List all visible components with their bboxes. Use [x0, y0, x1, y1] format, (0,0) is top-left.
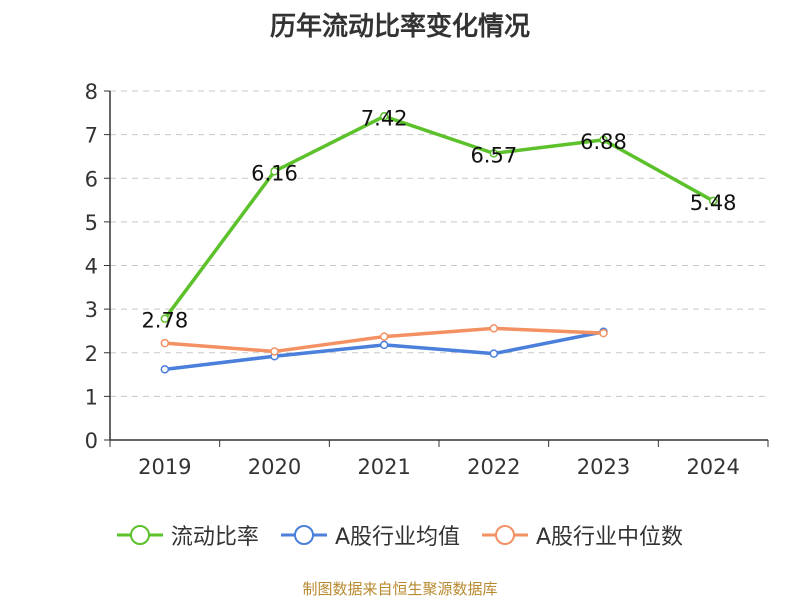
legend-item-industry-mean[interactable]: A股行业均值	[280, 519, 460, 551]
series-lines	[160, 112, 718, 374]
data-point	[489, 349, 499, 358]
y-tick-label: 1	[85, 385, 98, 409]
legend-label: 流动比率	[170, 525, 259, 550]
data-point	[599, 328, 608, 338]
data-labels: 2.78 6.16 7.42 6.57 6.88 5.48	[141, 106, 736, 332]
y-tick-label: 6	[85, 167, 98, 191]
data-label: 6.16	[251, 161, 298, 185]
legend-swatch-icon	[116, 525, 163, 545]
data-label: 6.57	[470, 143, 517, 167]
data-point	[489, 324, 499, 333]
legend-item-industry-median[interactable]: A股行业中位数	[482, 519, 683, 551]
y-tick-label: 3	[85, 298, 98, 322]
data-source-note: 制图数据来自恒生聚源数据库	[302, 580, 498, 598]
data-label: 7.42	[361, 106, 408, 130]
data-point	[160, 314, 170, 323]
y-tick-label: 5	[85, 211, 98, 235]
y-tick-label: 8	[85, 80, 98, 104]
data-point	[160, 338, 170, 348]
data-label: 2.78	[141, 309, 188, 333]
legend-label: A股行业均值	[334, 525, 460, 550]
y-tick-label: 7	[85, 124, 98, 148]
x-tick-label: 2019	[138, 455, 191, 479]
data-point	[270, 167, 279, 176]
chart-title: 历年流动比率变化情况	[269, 12, 530, 42]
x-tick-label: 2023	[577, 455, 630, 479]
x-tick-label: 2020	[248, 455, 301, 479]
x-tick-label: 2021	[357, 455, 410, 479]
data-label: 5.48	[690, 191, 737, 215]
data-point	[599, 135, 608, 145]
data-point	[708, 196, 718, 206]
legend-swatch-icon	[280, 525, 327, 545]
legend-label: A股行业中位数	[536, 525, 684, 550]
x-tick-label: 2024	[686, 455, 739, 479]
data-point	[379, 112, 389, 121]
legend-swatch-icon	[482, 525, 528, 545]
axes: 0 1 2 3 4 5 6 7 8 2019 2020 2021 2022 2023 2024	[85, 80, 769, 479]
y-tick-label: 2	[85, 342, 98, 366]
legend-item-current-ratio[interactable]: 流动比率	[116, 519, 259, 551]
x-tick-label: 2022	[467, 455, 520, 479]
data-point	[270, 347, 279, 356]
data-point	[489, 149, 499, 158]
data-point	[379, 332, 389, 341]
legend: 流动比率 A股行业均值 A股行业中位数	[0, 519, 800, 551]
y-tick-label: 0	[85, 429, 98, 453]
series-line	[163, 114, 715, 320]
y-tick-label: 4	[85, 255, 98, 279]
data-label: 6.88	[580, 130, 627, 154]
data-point	[379, 340, 389, 350]
data-point	[160, 365, 170, 374]
